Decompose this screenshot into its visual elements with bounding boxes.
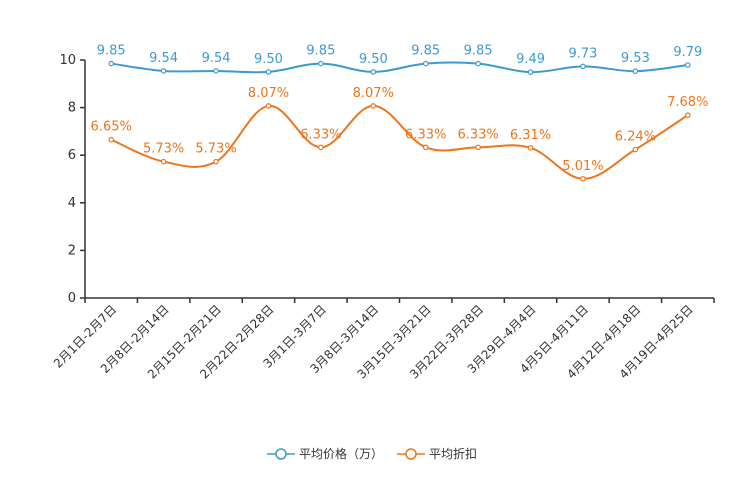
legend-label-discount: 平均折扣	[429, 447, 478, 461]
legend-item-discount[interactable]: 平均折扣	[397, 445, 477, 462]
data-point[interactable]	[213, 158, 219, 165]
y-tick-label: 4	[68, 196, 76, 211]
data-label: 6.33%	[300, 127, 341, 142]
data-point[interactable]	[265, 69, 272, 75]
y-tick-label: 2	[68, 243, 76, 258]
legend-label-price: 平均价格（万）	[298, 447, 383, 461]
data-label: 6.31%	[510, 128, 551, 143]
data-point[interactable]	[370, 103, 377, 109]
data-label: 9.85	[306, 44, 335, 59]
data-label: 9.85	[97, 44, 126, 59]
series-1: 6.65% 5.73% 5.73% 8.07% 6.33% 8.07% 6.33% 6.33%…	[91, 86, 708, 182]
y-tick-label: 0	[68, 291, 76, 306]
data-label: 9.54	[202, 51, 231, 66]
data-point[interactable]	[580, 63, 586, 70]
data-point[interactable]	[632, 146, 639, 153]
legend-line-circle-icon	[397, 447, 425, 460]
data-label: 8.07%	[248, 86, 289, 101]
data-label: 9.85	[464, 44, 493, 59]
data-point[interactable]	[475, 144, 481, 151]
data-point[interactable]	[684, 112, 691, 119]
data-point[interactable]	[422, 60, 429, 67]
data-point[interactable]	[527, 145, 534, 151]
series-line	[111, 61, 688, 74]
data-label: 9.53	[621, 51, 650, 66]
data-point[interactable]	[527, 69, 534, 75]
data-label: 5.73%	[195, 142, 236, 157]
data-point[interactable]	[475, 60, 481, 67]
y-tick-label: 6	[68, 148, 76, 163]
legend-line-circle-icon	[266, 447, 295, 460]
data-label: 6.65%	[91, 120, 132, 135]
data-point[interactable]	[108, 60, 115, 67]
data-label: 5.73%	[143, 142, 184, 157]
data-label: 9.50	[359, 52, 388, 67]
data-point[interactable]	[160, 68, 167, 74]
legend: 平均价格（万） 平均折扣	[0, 445, 744, 462]
data-label: 6.24%	[615, 129, 656, 144]
data-point[interactable]	[684, 62, 691, 68]
legend-item-price[interactable]: 平均价格（万）	[266, 445, 383, 462]
y-tick-label: 10	[59, 53, 76, 68]
data-label: 9.73	[568, 46, 597, 61]
data-label: 9.79	[673, 45, 702, 60]
data-point[interactable]	[580, 175, 586, 182]
data-label: 9.85	[411, 44, 440, 59]
data-point[interactable]	[370, 69, 377, 75]
data-point[interactable]	[632, 68, 639, 74]
data-point[interactable]	[318, 144, 324, 151]
data-label: 8.07%	[353, 86, 394, 101]
y-tick-label: 8	[68, 101, 76, 116]
data-point[interactable]	[108, 136, 115, 143]
data-label: 6.33%	[457, 127, 498, 142]
data-label: 9.54	[149, 51, 178, 66]
data-label: 6.33%	[405, 127, 446, 142]
data-label: 9.50	[254, 52, 283, 67]
series-0: 9.85 9.54 9.54 9.50 9.85 9.50 9.85 9.85 9.49 9.73…	[97, 44, 702, 75]
data-point[interactable]	[265, 103, 272, 109]
data-point[interactable]	[422, 144, 429, 151]
data-point[interactable]	[160, 158, 167, 165]
data-point[interactable]	[213, 68, 219, 74]
data-label: 5.01%	[562, 159, 603, 174]
data-label: 7.68%	[667, 95, 708, 110]
data-point[interactable]	[318, 60, 324, 67]
data-label: 9.49	[516, 52, 545, 67]
